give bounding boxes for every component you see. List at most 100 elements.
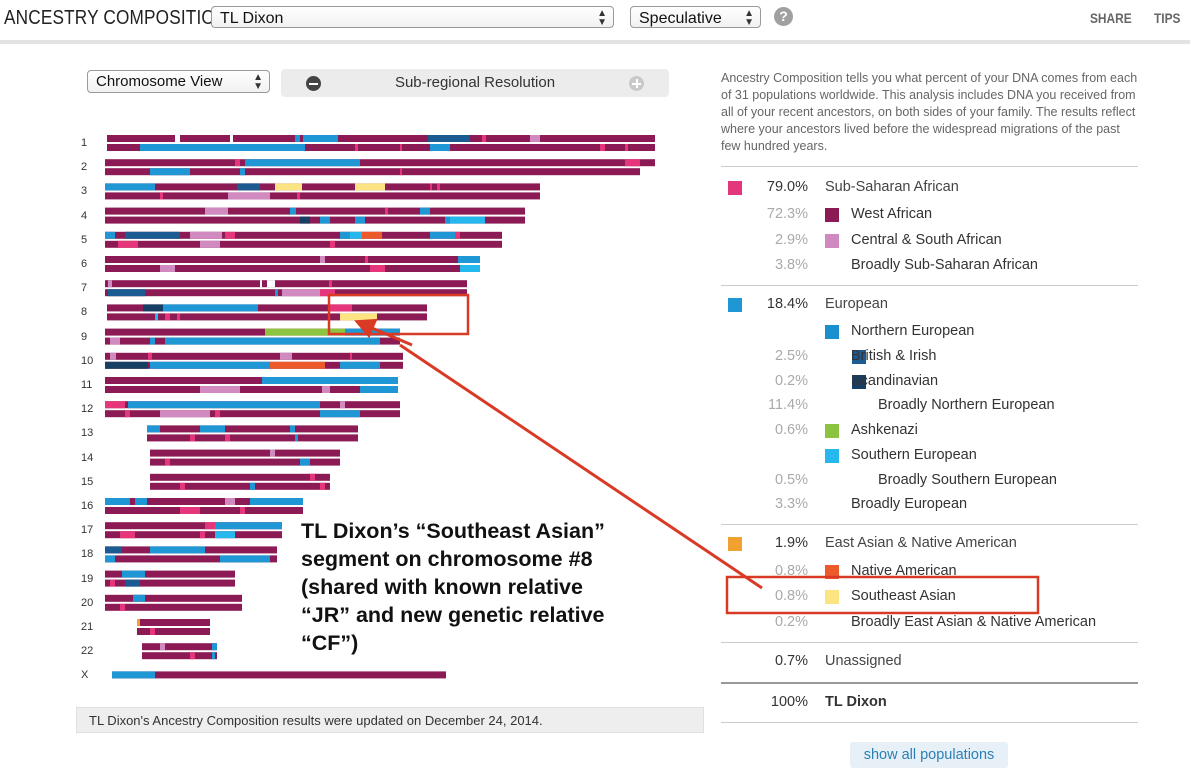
ancestry-segment: [205, 207, 228, 215]
population-color-swatch: [825, 449, 839, 463]
population-row[interactable]: 0.5% Broadly Southern European: [721, 470, 1138, 492]
chromosome-label: 10: [81, 354, 94, 367]
ancestry-segment: [122, 570, 145, 578]
chromosome-label: 1: [81, 137, 88, 149]
divider: [721, 524, 1138, 525]
population-row[interactable]: 2.5% British & Irish: [721, 346, 1138, 368]
population-row[interactable]: Northern European: [721, 321, 1138, 343]
ancestry-segment: [215, 531, 235, 539]
ancestry-segment: [105, 401, 125, 409]
ancestry-segment: [625, 144, 628, 151]
page-title: ANCESTRY COMPOSITION: [4, 7, 228, 29]
population-color-swatch: [825, 565, 839, 579]
ancestry-segment: [125, 410, 130, 418]
ancestry-segment: [200, 386, 240, 393]
population-row[interactable]: 0.8% Native American: [721, 561, 1138, 583]
population-row[interactable]: 79.0% Sub-Saharan African: [721, 177, 1138, 199]
chromosome-strand: [107, 304, 427, 312]
ancestry-segment: [300, 216, 310, 224]
chromosome-label: 18: [81, 548, 94, 561]
ancestry-segment: [290, 207, 296, 215]
chromosome-strand: [105, 410, 400, 418]
chromosome-label: 11: [81, 379, 93, 391]
ancestry-segment: [118, 240, 138, 248]
chromosome-strand: [105, 168, 640, 176]
chromosome-strand: [105, 386, 398, 393]
population-row[interactable]: 0.7% Unassigned: [721, 651, 1138, 673]
ancestry-segment: [105, 498, 130, 505]
increase-resolution-icon[interactable]: [629, 76, 644, 91]
ancestry-segment: [205, 522, 215, 530]
ancestry-segment: [148, 352, 152, 360]
population-row[interactable]: 3.3% Broadly European: [721, 494, 1138, 516]
ancestry-segment: [250, 498, 303, 505]
ancestry-segment: [290, 425, 295, 433]
show-all-populations-button[interactable]: show all populations: [850, 742, 1008, 768]
ancestry-segment: [143, 304, 163, 312]
view-select[interactable]: Chromosome View ▲ ▼: [87, 70, 270, 93]
ancestry-segment: [340, 361, 380, 369]
ancestry-segment: [355, 183, 385, 191]
population-row[interactable]: 18.4% European: [721, 294, 1138, 316]
ancestry-segment: [365, 256, 368, 263]
annotation-text: TL Dixon’s “Southeast Asian” segment on …: [301, 517, 605, 657]
ancestry-segment: [345, 328, 400, 336]
chromosome-label: 17: [81, 524, 94, 537]
ancestry-segment: [112, 671, 155, 679]
mode-select[interactable]: Speculative ▲ ▼: [630, 6, 761, 28]
chromosome-strand: [150, 449, 340, 457]
ancestry-segment: [105, 231, 115, 239]
population-row[interactable]: 11.4% Broadly Northern European: [721, 395, 1138, 417]
ancestry-segment: [133, 594, 145, 602]
ancestry-segment: [110, 352, 116, 360]
select-arrows-icon: ▲ ▼: [597, 8, 607, 28]
chromosome-strand: [105, 265, 480, 272]
population-row[interactable]: Southern European: [721, 445, 1138, 467]
chromosome-strand: [105, 280, 467, 288]
ancestry-segment: [240, 507, 245, 514]
ancestry-segment: [322, 386, 330, 393]
chromosome-strand: [107, 135, 655, 142]
population-row[interactable]: 2.9% Central & South African: [721, 230, 1138, 252]
ancestry-segment: [147, 425, 160, 433]
ancestry-segment: [360, 386, 398, 393]
population-name: Southeast Asian: [851, 588, 956, 604]
population-row[interactable]: 100% TL Dixon: [721, 692, 1138, 714]
population-percent: 2.9%: [774, 232, 808, 248]
ancestry-segment: [225, 498, 235, 505]
share-link[interactable]: SHARE: [1090, 10, 1132, 26]
ancestry-segment: [270, 449, 275, 457]
population-row[interactable]: 0.6% Ashkenazi: [721, 420, 1138, 442]
ancestry-segment: [330, 240, 335, 248]
population-row[interactable]: 72.3% West African: [721, 204, 1138, 226]
ancestry-segment: [165, 458, 170, 466]
chromosome-label: 13: [81, 427, 94, 440]
tips-link[interactable]: TIPS: [1154, 10, 1181, 26]
population-row[interactable]: 3.8% Broadly Sub-Saharan African: [721, 255, 1138, 277]
chromosome-strand: [105, 531, 282, 539]
chromosome-strand: [137, 619, 210, 626]
ancestry-segment: [320, 289, 335, 297]
ancestry-segment: [458, 256, 480, 263]
ancestry-segment: [180, 507, 200, 514]
decrease-resolution-icon[interactable]: [306, 76, 321, 91]
population-row[interactable]: 0.2% Broadly East Asian & Native American: [721, 612, 1138, 634]
population-row[interactable]: 0.2% Scandinavian: [721, 371, 1138, 393]
help-icon[interactable]: ?: [774, 7, 793, 26]
population-color-swatch: [825, 325, 839, 339]
ancestry-segment: [280, 352, 292, 360]
chromosome-strand: [107, 144, 655, 151]
population-row[interactable]: 0.8% Southeast Asian: [721, 586, 1138, 608]
ancestry-segment: [137, 619, 140, 626]
chromosome-label: X: [81, 669, 89, 682]
population-percent: 0.5%: [774, 472, 808, 488]
population-row[interactable]: 1.9% East Asian & Native American: [721, 533, 1138, 555]
chromosome-label: 16: [81, 500, 94, 512]
population-color-swatch: [852, 350, 866, 364]
ancestry-segment: [420, 207, 430, 215]
ancestry-segment: [460, 265, 480, 272]
person-select[interactable]: TL Dixon ▲ ▼: [211, 6, 614, 28]
intro-text: Ancestry Composition tells you what perc…: [721, 71, 1138, 153]
population-name: Unassigned: [825, 653, 902, 669]
population-percent: 0.2%: [774, 614, 808, 630]
